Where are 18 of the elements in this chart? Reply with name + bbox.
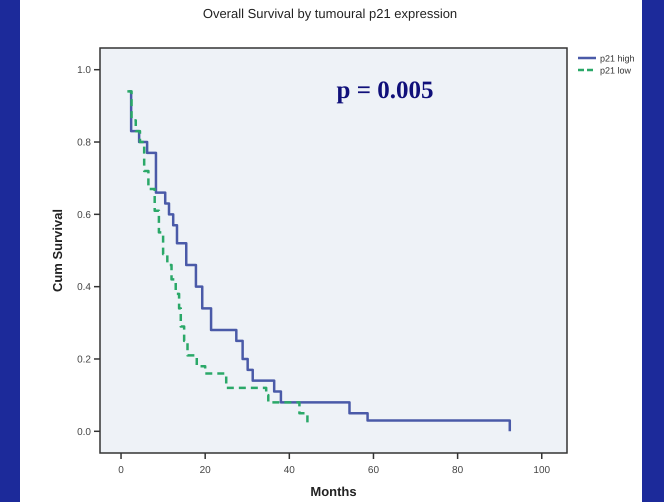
annotation: p = 0.005	[336, 77, 434, 104]
y-tick-label: 1.0	[77, 65, 92, 76]
y-tick-label: 0.0	[77, 426, 92, 438]
y-tick-label: 0.2	[77, 354, 92, 366]
x-tick-label: 40	[284, 465, 296, 476]
x-tick-label: 100	[533, 465, 551, 476]
y-axis-title: Cum Survival	[50, 208, 65, 292]
y-tick-label: 0.6	[77, 210, 92, 221]
legend-label: p21 low	[600, 66, 632, 76]
y-tick-label: 0.8	[77, 138, 92, 149]
y-tick-label: 0.4	[77, 282, 92, 294]
x-tick-label: 60	[368, 465, 380, 476]
x-tick-label: 80	[452, 465, 464, 476]
legend-label: p21 high	[600, 54, 635, 64]
x-tick-label: 0	[118, 465, 124, 476]
x-tick-label: 20	[200, 465, 212, 476]
x-axis-title: Months	[310, 484, 357, 499]
chart-title: Overall Survival by tumoural p21 expression	[202, 6, 458, 21]
